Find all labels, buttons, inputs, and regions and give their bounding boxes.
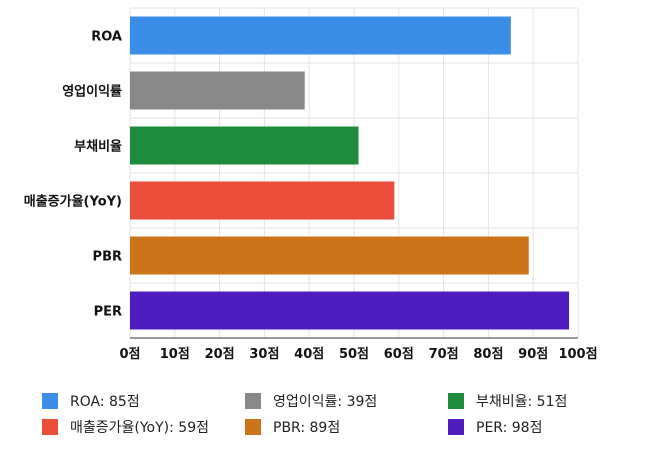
x-tick-label: 20점 [205,347,235,362]
legend-label: 부채비율: 51점 [476,394,567,410]
x-tick-label: 90점 [518,347,548,362]
legend-swatch [448,419,464,435]
x-tick-label: 10점 [160,347,190,362]
legend-swatch [245,419,261,435]
bar-1 [130,71,305,110]
legend-label: ROA: 85점 [70,394,140,410]
x-tick-label: 100점 [558,347,597,362]
category-label: PBR [93,250,122,265]
bar-2 [130,126,359,165]
bar-0 [130,16,511,55]
legend-label: PER: 98점 [476,420,542,436]
bar-5 [130,291,570,330]
legend-swatch [245,393,261,409]
x-tick-label: 0점 [119,347,140,362]
grid [129,7,579,339]
category-label: 부채비율 [74,139,122,155]
x-tick-label: 80점 [473,347,503,362]
legend-label: 영업이익률: 39점 [273,394,377,410]
x-tick-label: 50점 [339,347,369,362]
category-label: PER [94,305,122,320]
legend-swatch [448,393,464,409]
legend-label: PBR: 89점 [273,420,340,436]
category-label: 매출증가율(YoY) [24,194,122,210]
category-label: 영업이익률 [62,84,122,100]
legend-label: 매출증가율(YoY): 59점 [70,420,209,436]
bar-4 [130,236,529,275]
x-tick-label: 60점 [384,347,414,362]
x-tick-label: 30점 [249,347,279,362]
x-tick-label: 40점 [294,347,324,362]
category-label: ROA [91,30,122,45]
legend-swatch [42,393,58,409]
x-tick-labels: 0점 10점 20점 30점 40점 50점 60점 70점 80점 90점 100점 [119,347,597,362]
bars [130,16,570,330]
legend-swatch [42,419,58,435]
x-tick-label: 70점 [429,347,459,362]
bar-3 [130,181,395,220]
